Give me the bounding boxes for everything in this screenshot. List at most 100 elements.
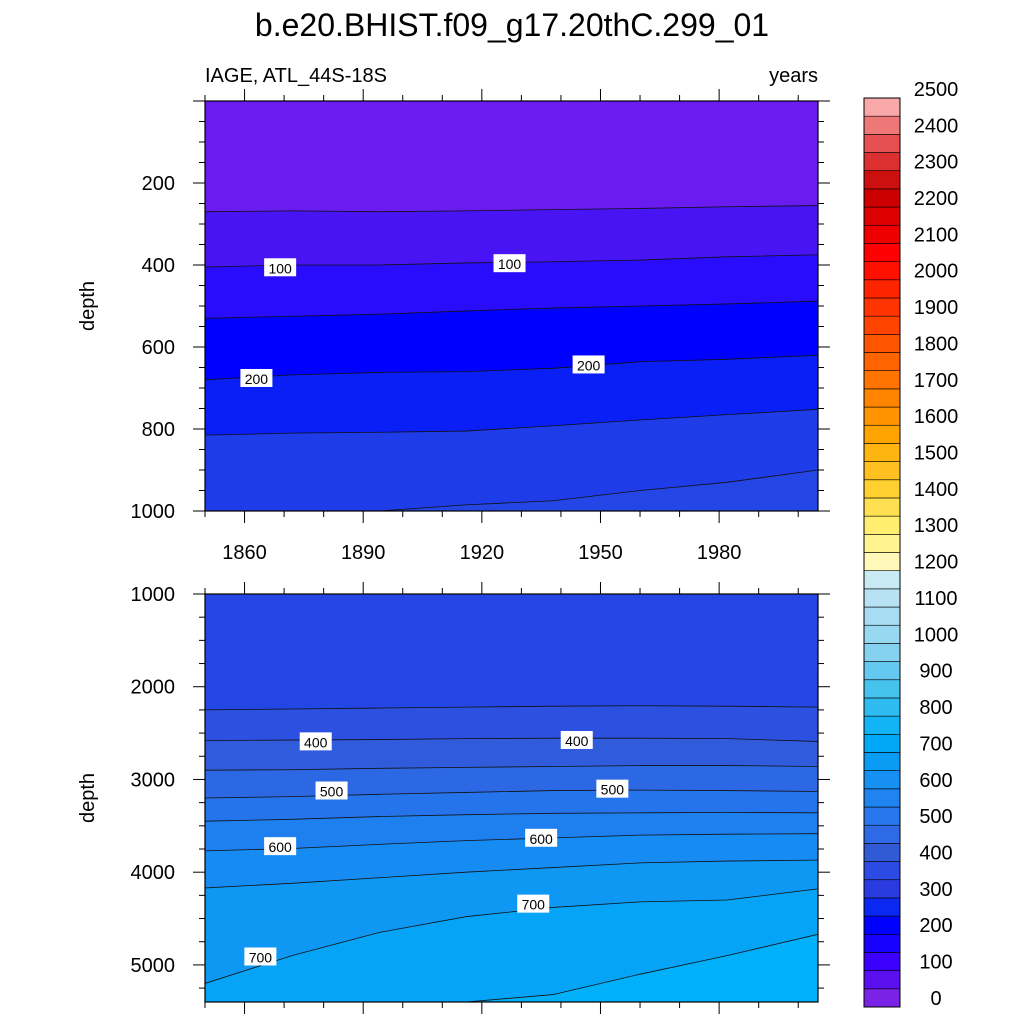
svg-text:400: 400 [565, 733, 589, 749]
colorbar-swatch [863, 661, 901, 681]
colorbar-swatch [863, 970, 901, 990]
colorbar-label: 1200 [914, 552, 959, 574]
colorbar-swatch [863, 134, 901, 153]
colorbar-swatch [863, 406, 901, 426]
colorbar-swatch [863, 915, 901, 935]
colorbar-label: 1400 [914, 479, 959, 501]
colorbar-label: 1800 [914, 333, 959, 355]
colorbar-swatch [863, 679, 901, 699]
colorbar-label: 1500 [914, 443, 959, 465]
colorbar-swatch [863, 479, 901, 499]
colorbar-swatch [863, 206, 901, 226]
colorbar-label: 2000 [914, 261, 959, 283]
colorbar-label: 2400 [914, 115, 959, 137]
contour-line [205, 205, 818, 213]
colorbar-swatch [863, 424, 901, 444]
svg-text:500: 500 [320, 784, 344, 800]
variable-region-label: IAGE, ATL_44S-18S [205, 65, 387, 87]
colorbar-label: 0 [930, 988, 941, 1010]
colorbar-label: 1100 [914, 588, 957, 610]
colorbar-label: 300 [919, 879, 952, 901]
colorbar-swatch [863, 879, 901, 899]
colorbar-swatch [863, 243, 901, 262]
x-tick-label: 1860 [222, 542, 267, 564]
colorbar-label: 1300 [914, 515, 959, 537]
contour-label: 500 [596, 779, 629, 798]
contour-label: 100 [493, 254, 526, 273]
colorbar-swatch [863, 752, 901, 771]
colorbar-label: 2200 [914, 188, 959, 210]
x-tick-label: 1950 [578, 542, 623, 564]
contour-line [205, 811, 818, 822]
top-panel: 100 100 200 200 1860 1890 1920 1950 1980 200 400 60… [77, 89, 830, 564]
colorbar-label: 200 [919, 915, 952, 937]
colorbar-swatch [863, 224, 901, 244]
svg-text:200: 200 [245, 371, 269, 387]
contour-line [205, 859, 818, 889]
svg-text:500: 500 [601, 782, 625, 798]
colorbar-swatch [863, 824, 901, 844]
y-tick-label: 1000 [131, 501, 176, 523]
colorbar-swatch [863, 497, 901, 517]
y-tick-label: 4000 [131, 862, 176, 884]
contour-label: 700 [244, 947, 277, 966]
contour-line [205, 705, 818, 711]
units-label: years [769, 65, 818, 87]
contour-label: 100 [264, 258, 297, 277]
bottom-panel: 400 400 500 500 600 600 700 700 1000 2000 3000 4000… [77, 582, 830, 1014]
colorbar-swatch [863, 188, 901, 208]
colorbar-label: 2500 [914, 79, 959, 101]
colorbar-label: 1900 [914, 297, 959, 319]
colorbar-swatch [863, 933, 901, 953]
colorbar-swatch [863, 115, 901, 135]
contour-label: 700 [517, 894, 550, 913]
colorbar-label: 700 [919, 733, 952, 755]
colorbar-label: 2300 [914, 152, 959, 174]
colorbar-swatch [863, 97, 901, 117]
colorbar-swatch [863, 806, 901, 826]
contour-label: 400 [299, 732, 332, 751]
colorbar-swatch [863, 843, 901, 862]
svg-text:100: 100 [268, 260, 292, 276]
colorbar-swatch [863, 461, 901, 481]
y-tick-label: 1000 [131, 584, 176, 606]
colorbar-swatch [863, 861, 901, 881]
colorbar-label: 100 [919, 952, 952, 974]
colorbar-swatch [863, 297, 901, 317]
contour-band [205, 409, 818, 511]
contour-line [205, 354, 818, 381]
colorbar-swatch [863, 643, 901, 662]
y-tick-label: 200 [142, 173, 175, 195]
colorbar-label: 2100 [914, 224, 959, 246]
colorbar-swatch [863, 697, 901, 717]
colorbar-label: 400 [919, 842, 952, 864]
colorbar-label: 1600 [914, 406, 959, 428]
contour-label: 200 [572, 355, 605, 374]
contour-line [205, 408, 818, 436]
colorbar-swatch [863, 552, 901, 571]
contour-line [205, 933, 818, 1002]
svg-text:200: 200 [577, 357, 601, 373]
y-tick-label: 800 [142, 419, 175, 441]
chart-title: b.e20.BHIST.f09_g17.20thC.299_01 [255, 7, 769, 43]
colorbar-label: 500 [919, 806, 952, 828]
colorbar-swatch [863, 279, 901, 299]
colorbar-swatch [863, 152, 901, 172]
colorbar-swatch [863, 988, 901, 1008]
svg-text:700: 700 [249, 949, 273, 965]
colorbar-swatch [863, 715, 901, 735]
y-tick-label: 5000 [131, 955, 176, 977]
colorbar-swatch [863, 388, 901, 408]
colorbar-swatch [863, 352, 901, 371]
colorbar-swatch [863, 334, 901, 353]
contour-label: 600 [264, 837, 297, 856]
colorbar-swatch [863, 370, 901, 390]
y-tick-label: 2000 [131, 677, 176, 699]
colorbar-swatch [863, 606, 901, 626]
x-tick-label: 1920 [460, 542, 505, 564]
colorbar-label: 1700 [914, 370, 959, 392]
contour-line [205, 888, 818, 984]
contour-line [205, 765, 818, 771]
y-tick-label: 400 [142, 255, 175, 277]
